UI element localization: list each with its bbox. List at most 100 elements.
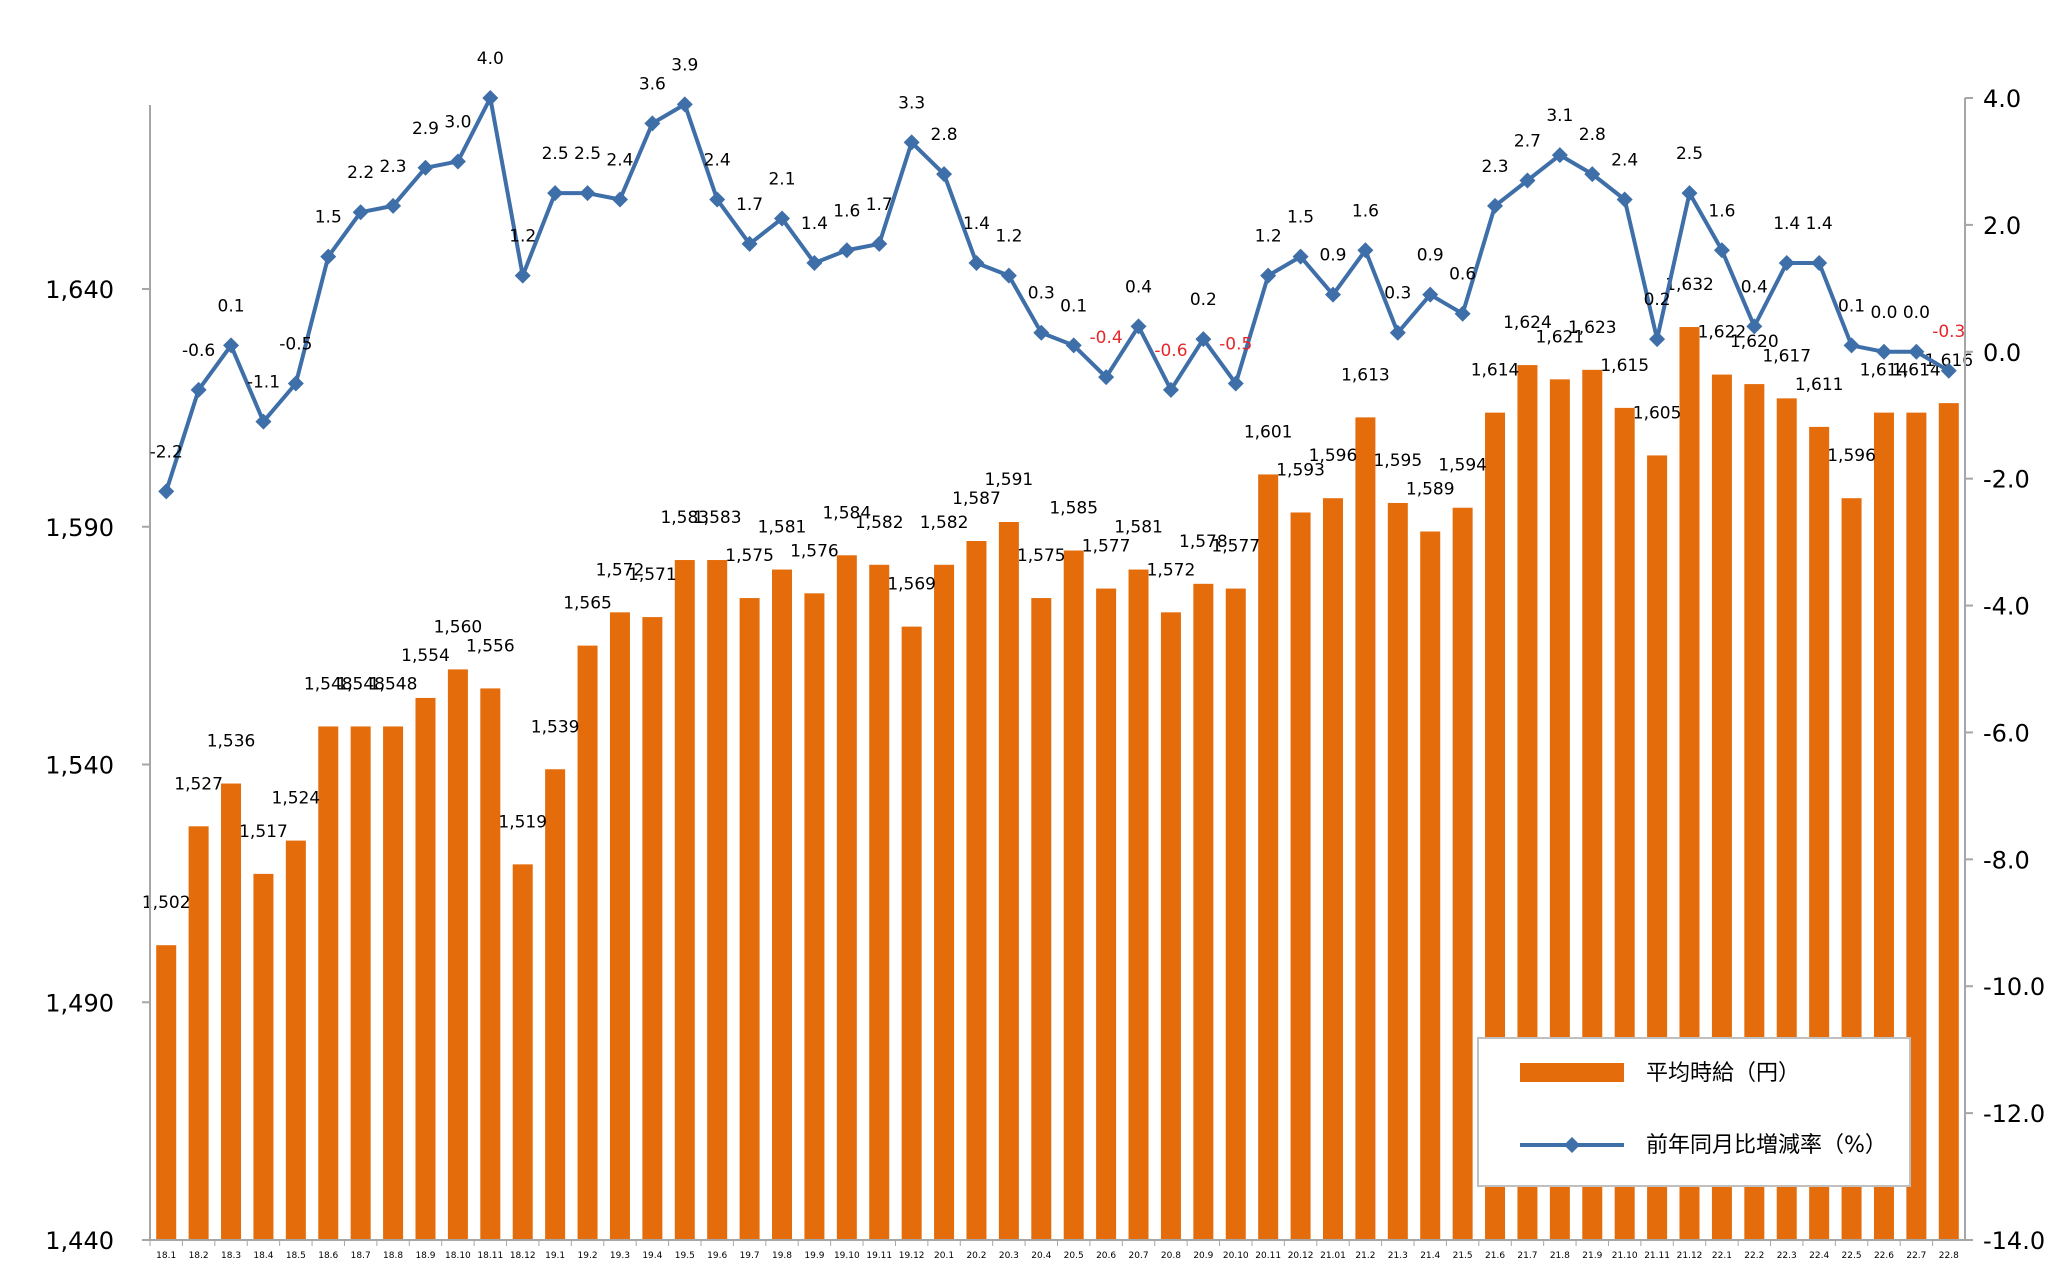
line-value-label: 1.4: [963, 214, 990, 234]
bar: [350, 726, 371, 1240]
line-point: [417, 159, 434, 176]
line-value-label: 3.3: [898, 93, 925, 113]
legend-box: [1477, 1037, 1911, 1187]
bar-value-label: 1,572: [1147, 560, 1196, 580]
x-tick-label: 19.7: [740, 1251, 760, 1261]
line-point: [385, 197, 402, 214]
bar-value-label: 1,565: [563, 594, 612, 614]
x-tick-label: 18.10: [445, 1251, 471, 1261]
bar-value-label: 1,519: [498, 812, 547, 832]
line-point: [1162, 381, 1179, 398]
bar-value-label: 1,502: [142, 893, 191, 913]
x-tick-label: 21.3: [1388, 1251, 1408, 1261]
bar: [1096, 588, 1117, 1240]
line-path: [164, 96, 1950, 492]
bar-value-label: 1,611: [1795, 375, 1844, 395]
bar-value-label: 1,614: [1471, 361, 1520, 381]
bar: [901, 626, 922, 1240]
line-value-label: 2.4: [606, 151, 633, 171]
x-tick-label: 19.12: [899, 1251, 925, 1261]
x-tick-label: 18.9: [415, 1251, 435, 1261]
line-point: [1811, 254, 1828, 271]
x-tick-label: 19.4: [642, 1251, 662, 1261]
bar-value-label: 1,601: [1244, 422, 1293, 442]
bar: [285, 840, 306, 1240]
line-value-label: 1.4: [801, 214, 828, 234]
x-tick-label: 20.7: [1129, 1251, 1149, 1261]
line-value-label: 0.2: [1190, 290, 1217, 310]
x-tick-label: 21.4: [1420, 1251, 1440, 1261]
bar-value-label: 1,591: [985, 470, 1034, 490]
line-value-label: 4.0: [477, 49, 504, 69]
bar: [1744, 384, 1765, 1241]
bar: [545, 769, 566, 1240]
line-value-label: 0.3: [1384, 284, 1411, 304]
line-point: [871, 235, 888, 252]
bar: [1938, 403, 1959, 1240]
right-tick-label: -14.0: [1983, 1227, 2045, 1255]
x-tick-label: 20.9: [1193, 1251, 1213, 1261]
left-tick-label: 1,590: [45, 514, 114, 542]
bar-value-label: 1,576: [790, 541, 839, 561]
line-value-label: 0.9: [1417, 246, 1444, 266]
bar: [1322, 498, 1343, 1241]
line-point: [320, 248, 337, 265]
line-point: [1778, 254, 1795, 271]
line-value-label: -0.6: [1154, 341, 1187, 361]
line-point: [1000, 267, 1017, 284]
bar: [966, 541, 987, 1240]
line-point: [611, 191, 628, 208]
legend-bar-label: 平均時給（円）: [1646, 1061, 1800, 1086]
bar-value-label: 1,623: [1568, 318, 1617, 338]
bar: [1387, 502, 1408, 1241]
bar-value-label: 1,517: [239, 822, 288, 842]
line-value-label: 3.9: [671, 55, 698, 75]
x-tick-label: 19.10: [834, 1251, 860, 1261]
line-point: [1940, 362, 1957, 379]
bar-value-label: 1,614: [1860, 361, 1909, 381]
line-value-label: -2.2: [150, 442, 183, 462]
line-value-label: 2.4: [1611, 151, 1638, 171]
bar: [772, 569, 793, 1240]
x-tick-label: 21.11: [1644, 1251, 1670, 1261]
x-tick-label: 20.8: [1161, 1251, 1181, 1261]
line-point: [1713, 242, 1730, 259]
line-point: [1292, 248, 1309, 265]
x-tick-label: 19.2: [578, 1251, 598, 1261]
x-tick-label: 22.7: [1906, 1251, 1926, 1261]
x-tick-label: 18.4: [253, 1251, 273, 1261]
x-tick-label: 22.1: [1712, 1251, 1732, 1261]
line-value-label: -1.1: [247, 373, 280, 393]
x-tick-label: 18.1: [156, 1251, 176, 1261]
line-point: [1227, 375, 1244, 392]
line-point: [644, 115, 661, 132]
x-tick-label: 21.8: [1550, 1251, 1570, 1261]
line-point: [1130, 318, 1147, 335]
x-tick-label: 18.11: [477, 1251, 503, 1261]
bar: [253, 873, 274, 1240]
line-point: [741, 235, 758, 252]
bar-value-label: 1,575: [725, 546, 774, 566]
bar: [447, 669, 468, 1240]
line-value-label: 2.1: [768, 170, 795, 190]
bar-value-label: 1,613: [1341, 365, 1390, 385]
line-value-label: -0.3: [1932, 322, 1965, 342]
line-value-label: 0.1: [1838, 296, 1865, 316]
bar: [1776, 398, 1797, 1240]
x-tick-label: 18.3: [221, 1251, 241, 1261]
x-tick-label: 21.9: [1582, 1251, 1602, 1261]
bar-value-label: 1,577: [1082, 537, 1131, 557]
bar-value-label: 1,624: [1503, 313, 1552, 333]
x-tick-label: 20.6: [1096, 1251, 1116, 1261]
bar-value-label: 1,536: [207, 732, 256, 752]
bar: [1485, 412, 1506, 1240]
line-value-label: 2.8: [1579, 125, 1606, 145]
bar-value-label: 1,582: [920, 513, 969, 533]
line-point: [255, 413, 272, 430]
bar: [707, 560, 728, 1240]
left-tick-label: 1,440: [45, 1227, 114, 1255]
line-value-label: 2.4: [704, 151, 731, 171]
line-point: [1681, 185, 1698, 202]
bar: [1355, 417, 1376, 1240]
